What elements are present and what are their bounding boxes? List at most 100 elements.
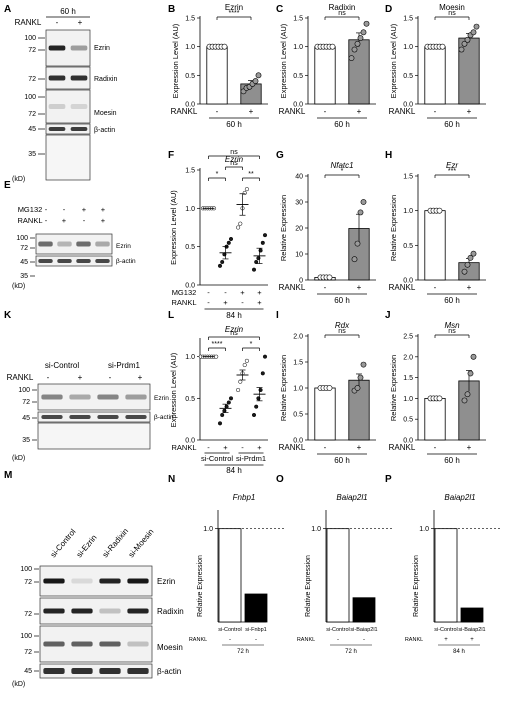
blot-actin (37, 411, 151, 423)
blot-band (48, 127, 66, 131)
kd-label: (kD) (12, 455, 25, 462)
data-point (470, 29, 477, 36)
y-axis-label: Relative Expression (413, 555, 420, 617)
sign: - (45, 205, 48, 214)
y-axis-label: Expression Level (AU) (169, 190, 178, 265)
x-row-label: RANKL (389, 107, 416, 116)
chart-N: 1.0 Relative Expression Fnbp1 si-Control - si… (189, 493, 284, 655)
bar (218, 528, 242, 623)
chart-H: 0.0 0.5 1.0 1.5 Relative Expression Ezr - + RANK… (389, 161, 486, 305)
data-point (354, 385, 361, 391)
y-tick-label: 1.0 (293, 44, 303, 51)
row-label: RANKL (17, 216, 42, 225)
blot-band (69, 394, 91, 400)
x-tick-label: - (241, 298, 244, 307)
data-point (254, 404, 259, 409)
time-label: 72 h (345, 649, 357, 655)
row-label: MG132 (18, 205, 43, 214)
x-tick-label: si-Control (218, 627, 242, 633)
blot-membrane (45, 134, 91, 181)
sign: + (101, 216, 106, 225)
data-point (464, 261, 471, 268)
blot-ezrin (39, 565, 153, 597)
data-point (461, 397, 468, 404)
x-tick-label: - (207, 443, 210, 452)
y-tick-label: 0.0 (403, 438, 413, 445)
blot-band (76, 241, 91, 247)
blot-band (97, 415, 119, 419)
y-tick-label: 0.0 (293, 102, 303, 109)
data-point (251, 267, 257, 272)
blot-radixin (39, 597, 153, 625)
y-axis-label: Relative Expression (389, 355, 398, 421)
y-tick-label: 1.0 (293, 386, 303, 393)
bar (424, 397, 446, 441)
data-point (262, 354, 268, 359)
data-point (214, 354, 219, 359)
chart-title: Baiap2l1 (444, 493, 475, 502)
blot-membrane (35, 255, 113, 267)
bar (244, 593, 268, 623)
group-label: si-Control (45, 361, 79, 370)
rankl-label: RANKL (405, 637, 423, 643)
panel-letter-M: M (4, 470, 12, 481)
chart-F: 0.0 0.5 1.0 1.5 Expression Level (AU) Ezrin MG… (169, 149, 268, 320)
marker-label: 100 (18, 387, 30, 394)
blot-ezrin (35, 233, 113, 255)
chart-G: 0 10 20 30 40 Relative Expression Nfatc1 - + RANK… (279, 161, 376, 305)
data-point (458, 46, 465, 53)
sig-label: ns (448, 10, 456, 17)
kd-label: (kD) (12, 176, 25, 183)
sig-label: * (250, 341, 253, 348)
blot-actin (45, 123, 91, 135)
sig-label: * (216, 171, 219, 178)
sig-label: ns (338, 328, 346, 335)
marker-label: 35 (22, 437, 30, 444)
lane-label: si-Radixin (101, 527, 130, 560)
blot-band (71, 668, 93, 674)
bar (424, 210, 446, 281)
x-tick-label: + (467, 443, 472, 452)
sign: + (62, 216, 67, 225)
y-tick-label: 2.0 (293, 334, 303, 341)
blot-band (48, 75, 66, 81)
x-row-label: RANKL (279, 107, 306, 116)
x-tick-label: + (257, 298, 262, 307)
x-tick-label: - (434, 283, 437, 292)
panel-A: 60 h RANKL - + Ezrin Radixin Moesin β-actin 100 7… (12, 7, 117, 183)
chart-title: Rdx (335, 321, 350, 330)
data-point (262, 233, 268, 238)
blot-band (99, 578, 121, 584)
y-tick-label: 0.0 (403, 102, 413, 109)
panel-letter-C: C (276, 4, 283, 15)
blot-band (43, 641, 65, 647)
chart-title: Ezrin (225, 3, 243, 12)
data-point (226, 240, 231, 245)
panel-letter-I: I (276, 310, 279, 321)
marker-label: 100 (24, 94, 36, 101)
x-tick-label: - (324, 107, 327, 116)
time-label: 60 h (334, 456, 350, 465)
blot-band (127, 668, 149, 674)
data-point (242, 190, 247, 196)
band-label: β-actin (94, 127, 115, 134)
y-axis-label: Expression Level (AU) (389, 23, 398, 98)
data-point (467, 370, 474, 377)
x-row-label: RANKL (171, 298, 196, 307)
bar (314, 46, 336, 105)
bar (314, 387, 336, 441)
sign: - (45, 216, 48, 225)
data-point (470, 353, 477, 360)
x-tick-label: - (324, 283, 327, 292)
blot-band (57, 241, 72, 247)
data-point (260, 240, 265, 245)
panel-letter-K: K (4, 310, 12, 321)
x-tick-label: + (357, 283, 362, 292)
y-tick-label: 0.5 (293, 412, 303, 419)
blot-band (48, 45, 66, 51)
data-point (351, 256, 358, 263)
data-point (464, 36, 471, 43)
data-point (251, 412, 257, 418)
data-point (238, 221, 243, 226)
